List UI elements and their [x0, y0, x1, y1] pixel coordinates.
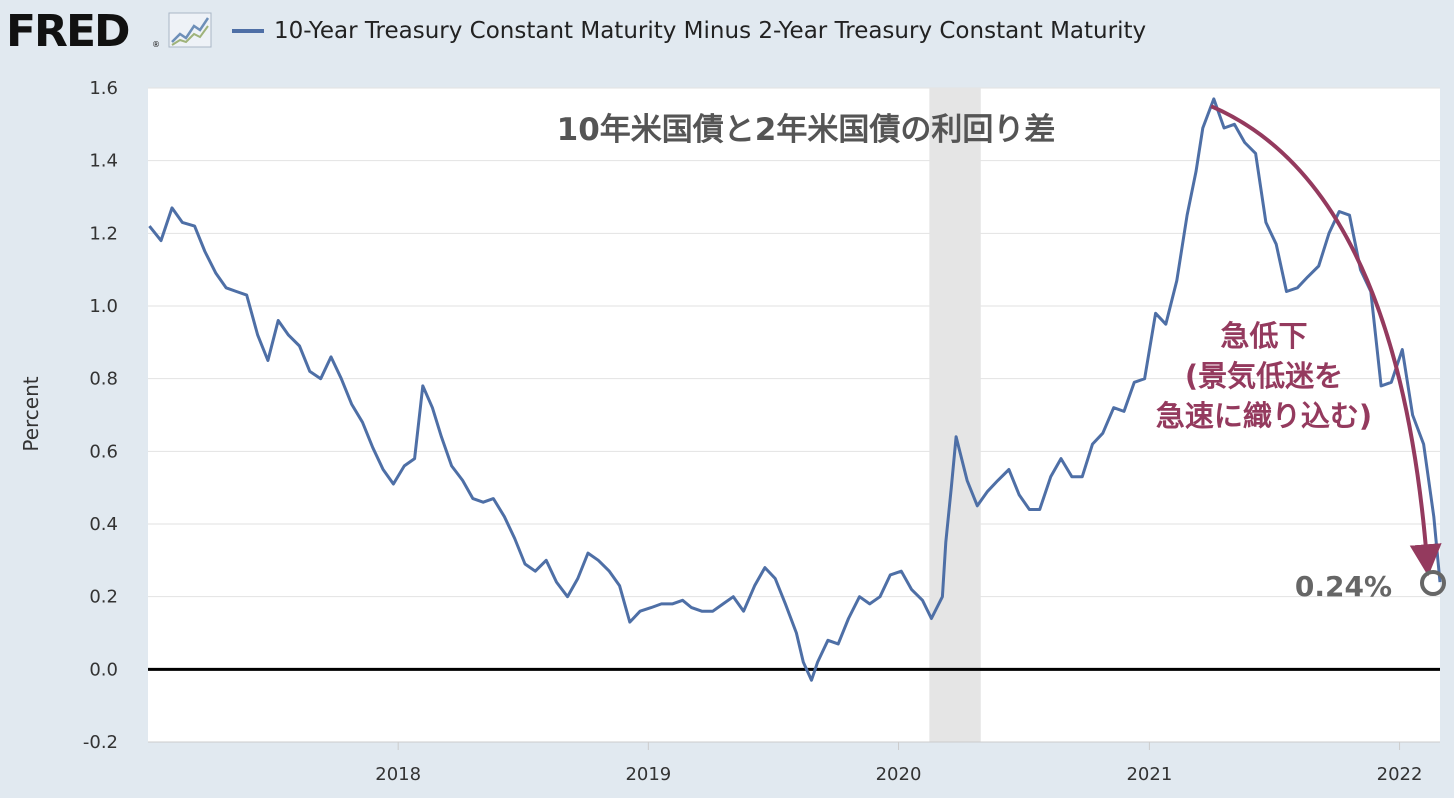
chart-title: 10年米国債と2年米国債の利回り差 [557, 112, 1056, 148]
x-axis: 2018 2019 2020 2021 2022 [148, 741, 1440, 785]
fred-logo[interactable]: FRED [6, 6, 131, 57]
x-tick-label: 2019 [625, 764, 671, 785]
y-tick-label: 1.6 [89, 78, 118, 99]
chart-header: FRED ® 10-Year Treasury Constant Maturit… [0, 0, 1454, 60]
decline-arrow [1210, 104, 1442, 577]
callout-text: 急低下 [1220, 319, 1307, 353]
recession-shading [929, 88, 981, 742]
y-axis: 1.6 1.4 1.2 1.0 0.8 0.6 0.4 0.2 0.0 -0.2 [83, 78, 118, 753]
callout-text: 急速に織り込む) [1156, 399, 1372, 433]
y-tick-label: 0.0 [89, 659, 118, 680]
legend-swatch [232, 29, 264, 33]
x-tick-label: 2021 [1126, 764, 1172, 785]
series-line [148, 97, 1442, 682]
line-chart-icon [168, 12, 212, 48]
y-tick-label: 0.2 [89, 587, 118, 608]
legend-label[interactable]: 10-Year Treasury Constant Maturity Minus… [274, 18, 1147, 44]
x-tick-label: 2022 [1377, 764, 1423, 785]
x-tick-label: 2020 [876, 764, 922, 785]
y-tick-label: 0.4 [89, 514, 118, 535]
y-tick-label: -0.2 [83, 732, 118, 753]
plot-area [148, 88, 1440, 742]
final-value-label: 0.24% [1295, 570, 1392, 603]
callout-text: (景気低迷を [1185, 359, 1343, 393]
final-value-marker [1420, 570, 1446, 596]
x-tick-label: 2018 [375, 764, 421, 785]
y-tick-label: 0.8 [89, 369, 118, 390]
y-tick-label: 1.2 [89, 223, 118, 244]
y-axis-title: Percent [19, 376, 43, 451]
y-tick-label: 1.0 [89, 296, 118, 317]
y-tick-label: 1.4 [89, 151, 118, 172]
registered-mark: ® [152, 40, 160, 49]
y-tick-label: 0.6 [89, 441, 118, 462]
